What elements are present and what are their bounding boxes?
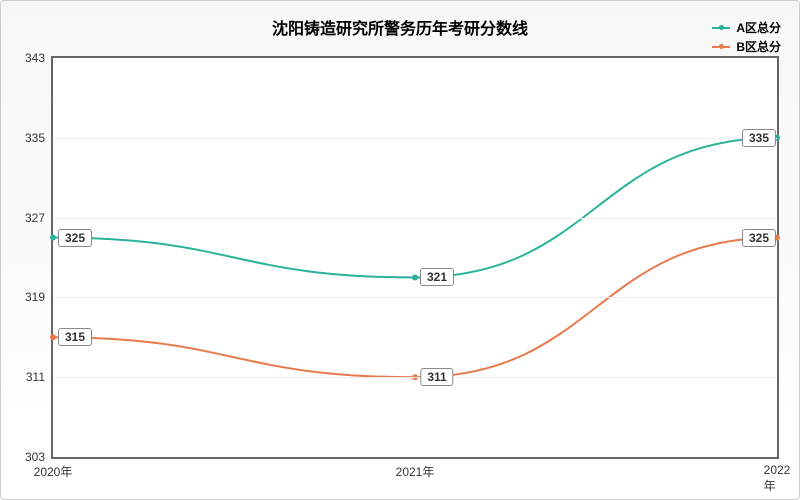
legend-item-b: B区总分: [712, 38, 781, 55]
grid-line: [53, 138, 777, 139]
data-point: [50, 235, 56, 241]
grid-line: [53, 377, 777, 378]
y-tick-label: 335: [25, 131, 45, 145]
legend-label-b: B区总分: [736, 38, 781, 55]
y-tick-label: 311: [26, 370, 45, 384]
legend-swatch-b: [712, 46, 730, 48]
plot-area: 3033113193273353432020年2021年2022年3253213…: [51, 56, 779, 459]
data-label: 325: [58, 229, 92, 247]
plot-svg: [53, 58, 777, 457]
series-line: [53, 238, 777, 378]
legend-swatch-a: [712, 27, 730, 29]
grid-line: [53, 218, 777, 219]
chart-container: 沈阳铸造研究所警务历年考研分数线 A区总分 B区总分 303 311 319 327 3…: [0, 0, 800, 500]
data-label: 335: [742, 129, 776, 147]
y-tick-label: 303: [25, 450, 45, 464]
data-label: 311: [420, 368, 453, 386]
chart-title: 沈阳铸造研究所警务历年考研分数线: [1, 15, 799, 39]
legend: A区总分 B区总分: [712, 19, 781, 57]
legend-item-a: A区总分: [712, 19, 781, 36]
y-tick-label: 343: [25, 51, 45, 65]
x-tick-label: 2021年: [396, 463, 435, 480]
y-tick-label: 319: [25, 290, 45, 304]
data-label: 325: [742, 229, 776, 247]
data-label: 321: [420, 268, 454, 286]
x-tick-label: 2022年: [764, 463, 791, 494]
data-point: [412, 274, 418, 280]
x-tick-label: 2020年: [34, 463, 73, 480]
grid-line: [53, 297, 777, 298]
data-label: 315: [58, 328, 92, 346]
data-point: [50, 334, 56, 340]
legend-label-a: A区总分: [736, 19, 781, 36]
y-tick-label: 327: [25, 211, 45, 225]
series-line: [53, 138, 777, 278]
